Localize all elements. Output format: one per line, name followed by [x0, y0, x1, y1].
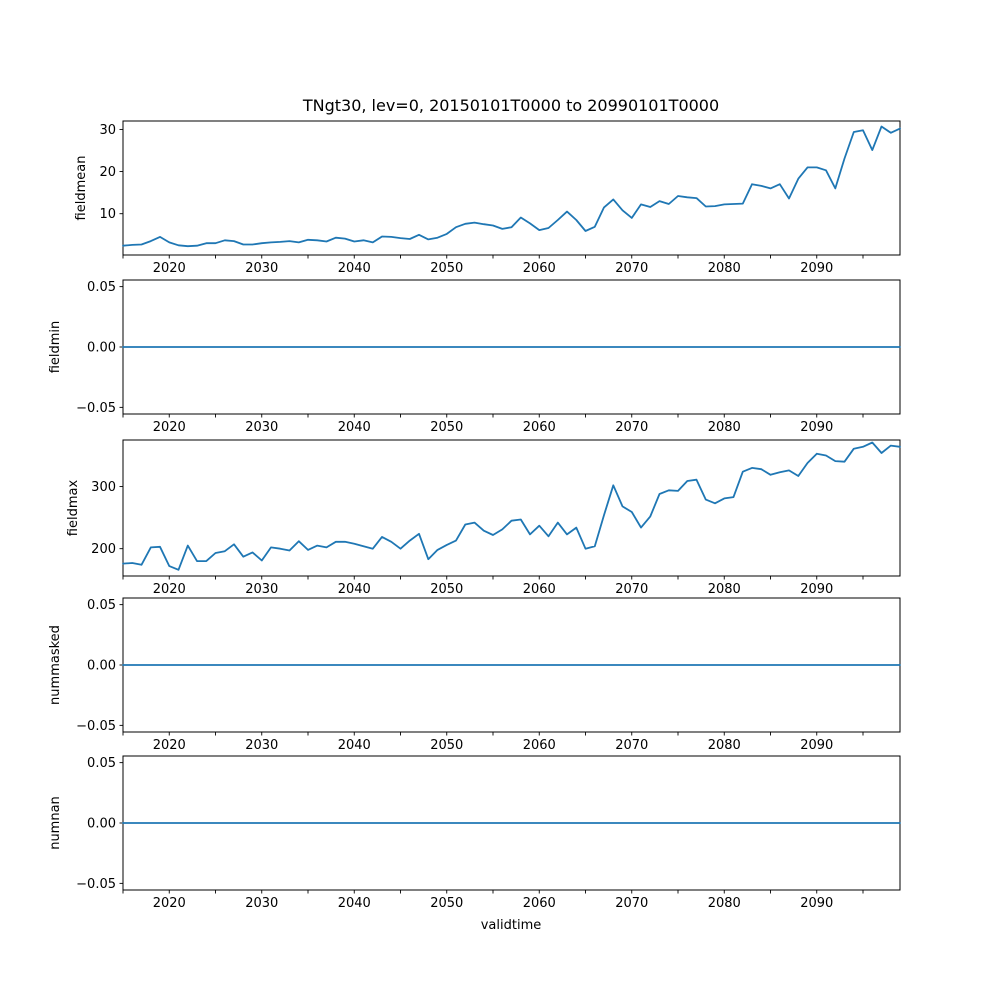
x-tick-label: 2060 — [523, 582, 556, 597]
x-tick-label: 2070 — [615, 896, 648, 911]
y-tick-label: 0.00 — [87, 659, 116, 674]
x-tick-label: 2040 — [338, 896, 371, 911]
x-tick-label: 2080 — [708, 896, 741, 911]
x-tick-label: 2030 — [245, 261, 278, 276]
x-tick-label: 2080 — [708, 420, 741, 435]
x-tick-label: 2050 — [430, 261, 463, 276]
y-axis-label: fieldmean — [74, 156, 89, 221]
y-tick-label: −0.05 — [76, 719, 116, 734]
x-tick-label: 2030 — [245, 738, 278, 753]
x-tick-label: 2060 — [523, 261, 556, 276]
x-tick-label: 2040 — [338, 582, 371, 597]
axes-layer: 2020 2030 2040 2050 2060 2070 2080 2090102030fi… — [48, 120, 901, 911]
y-tick-label: 10 — [99, 207, 116, 222]
x-tick-label: 2080 — [708, 261, 741, 276]
axes-spines — [122, 120, 901, 256]
y-tick-label: 0.00 — [87, 817, 116, 832]
subplot-numnan: 2020 2030 2040 2050 2060 2070 2080 2090 −0.05 0.0… — [48, 755, 901, 911]
y-axis-label: nummasked — [48, 625, 63, 705]
y-axis-label: fieldmin — [48, 321, 63, 374]
y-tick-label: 300 — [91, 480, 116, 495]
x-tick-label: 2090 — [800, 582, 833, 597]
subplot-fieldmean: 2020 2030 2040 2050 2060 2070 2080 2090102030fi… — [74, 120, 901, 276]
x-tick-label: 2060 — [523, 896, 556, 911]
subplot-fieldmin: 2020 2030 2040 2050 2060 2070 2080 2090 −0.05 0.0… — [48, 279, 901, 435]
y-axis-label: fieldmax — [66, 480, 81, 537]
x-tick-label: 2090 — [800, 896, 833, 911]
x-tick-label: 2050 — [430, 738, 463, 753]
x-tick-label: 2020 — [153, 896, 186, 911]
y-axis-label: numnan — [48, 796, 63, 850]
x-tick-label: 2070 — [615, 420, 648, 435]
x-tick-label: 2050 — [430, 896, 463, 911]
y-tick-label: 0.05 — [87, 598, 116, 613]
x-tick-label: 2080 — [708, 738, 741, 753]
x-tick-label: 2060 — [523, 738, 556, 753]
x-tick-label: 2040 — [338, 738, 371, 753]
x-tick-label: 2020 — [153, 582, 186, 597]
subplot-fieldmax: 2020 2030 2040 2050 2060 2070 2080 2090 200 300 fi… — [66, 439, 901, 597]
y-tick-label: 200 — [91, 542, 116, 557]
series-line-fieldmean — [122, 125, 901, 248]
x-tick-label: 2020 — [153, 420, 186, 435]
x-tick-label: 2070 — [615, 582, 648, 597]
x-tick-label: 2090 — [800, 420, 833, 435]
series-line-fieldmax — [122, 441, 901, 571]
x-tick-label: 2070 — [615, 261, 648, 276]
x-tick-label: 2020 — [153, 738, 186, 753]
x-axis-label: validtime — [481, 918, 542, 933]
subplot-nummasked: 2020 2030 2040 2050 2060 2070 2080 2090 −0.05 0.0… — [48, 597, 901, 753]
x-tick-label: 2060 — [523, 420, 556, 435]
y-tick-label: −0.05 — [76, 401, 116, 416]
axes-spines — [122, 439, 901, 577]
x-tick-label: 2020 — [153, 261, 186, 276]
x-tick-label: 2050 — [430, 420, 463, 435]
x-tick-label: 2030 — [245, 896, 278, 911]
x-tick-label: 2050 — [430, 582, 463, 597]
y-tick-label: 0.05 — [87, 756, 116, 771]
y-tick-label: 0.00 — [87, 341, 116, 356]
y-tick-label: −0.05 — [76, 877, 116, 892]
y-tick-label: 20 — [99, 165, 116, 180]
x-tick-label: 2040 — [338, 261, 371, 276]
x-tick-label: 2030 — [245, 420, 278, 435]
y-tick-label: 0.05 — [87, 280, 116, 295]
x-tick-label: 2070 — [615, 738, 648, 753]
x-tick-label: 2040 — [338, 420, 371, 435]
x-tick-label: 2030 — [245, 582, 278, 597]
x-tick-label: 2090 — [800, 738, 833, 753]
figure-title: TNgt30, lev=0, 20150101T0000 to 20990101… — [302, 96, 719, 115]
y-tick-label: 30 — [99, 123, 116, 138]
x-tick-label: 2080 — [708, 582, 741, 597]
x-tick-label: 2090 — [800, 261, 833, 276]
